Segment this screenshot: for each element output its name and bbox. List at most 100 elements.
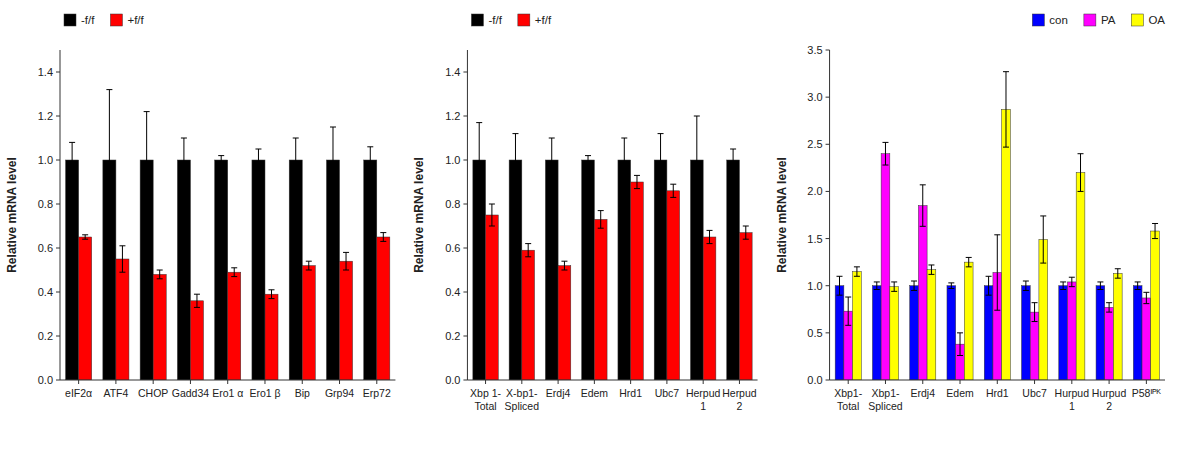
y-tick bbox=[56, 292, 60, 293]
x-tick-label: Hrd1 bbox=[619, 387, 642, 399]
y-tick bbox=[463, 380, 467, 381]
x-tick bbox=[558, 380, 559, 384]
x-tick-label: Xbp 1-Total bbox=[470, 387, 501, 412]
y-tick-label: 1.2 bbox=[38, 110, 53, 122]
x-tick-label: Hrd1 bbox=[986, 387, 1009, 399]
error-bar bbox=[82, 235, 88, 239]
bar bbox=[890, 287, 899, 380]
error-bar bbox=[367, 147, 373, 173]
y-tick-label: 0.4 bbox=[38, 286, 53, 298]
error-bar bbox=[928, 265, 934, 274]
x-tick-label: CHOP bbox=[138, 387, 168, 399]
plot-area bbox=[66, 90, 390, 380]
x-tick bbox=[1071, 380, 1072, 384]
bar bbox=[1067, 282, 1076, 380]
bar bbox=[947, 286, 956, 380]
error-bar bbox=[1003, 72, 1009, 147]
error-bar bbox=[1106, 303, 1112, 312]
y-tick bbox=[463, 116, 467, 117]
y-tick bbox=[463, 204, 467, 205]
error-bar bbox=[1143, 292, 1149, 303]
bar bbox=[881, 154, 890, 380]
y-tick-label: 1.0 bbox=[807, 280, 822, 292]
y-tick-label: 0.0 bbox=[38, 374, 53, 386]
bar bbox=[910, 286, 919, 380]
bar bbox=[984, 286, 993, 380]
bar bbox=[215, 160, 228, 380]
legend-label: OA bbox=[1148, 14, 1165, 26]
x-tick-label: Hurpud2 bbox=[1092, 387, 1127, 412]
error-bar bbox=[730, 149, 736, 171]
error-bar bbox=[957, 333, 963, 356]
y-axis-label: Relative mRNA level bbox=[5, 157, 19, 273]
legend-swatch bbox=[518, 14, 530, 26]
bar bbox=[1076, 173, 1085, 380]
legend-label: con bbox=[1049, 14, 1068, 26]
error-bar bbox=[330, 127, 336, 193]
y-tick-label: 0.8 bbox=[38, 198, 53, 210]
x-tick bbox=[190, 380, 191, 384]
error-bar bbox=[525, 244, 531, 257]
figure: 0.00.20.40.60.81.01.21.4eIF2αATF4CHOPGad… bbox=[0, 0, 1177, 455]
y-tick-label: 1.5 bbox=[807, 233, 822, 245]
bar bbox=[1151, 231, 1160, 380]
y-tick-label: 1.2 bbox=[445, 110, 460, 122]
error-bar bbox=[670, 184, 676, 197]
x-axis-line bbox=[467, 380, 757, 381]
x-tick bbox=[594, 380, 595, 384]
x-tick bbox=[885, 380, 886, 384]
bar bbox=[1113, 273, 1122, 380]
legend-label: PA bbox=[1101, 14, 1116, 26]
bar bbox=[116, 259, 129, 380]
error-bar bbox=[837, 276, 843, 295]
y-tick bbox=[56, 248, 60, 249]
x-tick-label: Erdj4 bbox=[910, 387, 935, 399]
bar bbox=[1002, 109, 1011, 380]
y-tick bbox=[463, 248, 467, 249]
bar bbox=[364, 160, 377, 380]
plot-area bbox=[473, 116, 752, 380]
bar bbox=[654, 160, 667, 380]
x-tick-label: Gadd34 bbox=[172, 387, 210, 399]
error-bar bbox=[181, 138, 187, 182]
y-tick bbox=[463, 72, 467, 73]
bar bbox=[340, 261, 353, 380]
legend-label: +f/f bbox=[535, 14, 552, 26]
x-tick bbox=[521, 380, 522, 384]
y-tick bbox=[463, 160, 467, 161]
error-bar bbox=[694, 116, 700, 204]
panel: 0.00.20.40.60.81.01.21.4eIF2αATF4CHOPGad… bbox=[5, 14, 395, 399]
bar bbox=[1022, 286, 1031, 380]
legend-label: -f/f bbox=[81, 14, 95, 26]
x-tick bbox=[376, 380, 377, 384]
bar bbox=[190, 301, 203, 380]
y-tick-label: 0.4 bbox=[445, 286, 460, 298]
legend: con PA OA bbox=[1032, 14, 1165, 26]
legend-swatch bbox=[1131, 14, 1143, 26]
legend-swatch bbox=[110, 14, 122, 26]
error-bar bbox=[994, 235, 1000, 310]
x-tick bbox=[960, 380, 961, 384]
bar bbox=[727, 160, 740, 380]
x-tick-label: Ero1 β bbox=[249, 387, 280, 399]
bar bbox=[582, 160, 595, 380]
x-tick-label: ATF4 bbox=[103, 387, 128, 399]
y-tick-label: 0.0 bbox=[807, 374, 822, 386]
error-bar bbox=[293, 138, 299, 182]
x-tick bbox=[264, 380, 265, 384]
error-bar bbox=[1040, 216, 1046, 263]
error-bar bbox=[306, 261, 312, 270]
x-tick-label: Erdj4 bbox=[546, 387, 571, 399]
error-bar bbox=[1069, 277, 1075, 286]
x-tick-label: Grp94 bbox=[325, 387, 354, 399]
error-bar bbox=[598, 211, 604, 229]
x-tick-label: X-bp1-Spliced bbox=[505, 387, 540, 412]
x-tick-label: Ubc7 bbox=[655, 387, 680, 399]
y-tick bbox=[56, 72, 60, 73]
bar bbox=[1030, 312, 1039, 380]
y-tick-label: 0.0 bbox=[445, 374, 460, 386]
error-bar bbox=[911, 281, 917, 290]
x-tick-label: Xbp1-Total bbox=[834, 387, 863, 412]
error-bar bbox=[854, 267, 860, 276]
bar bbox=[177, 160, 190, 380]
